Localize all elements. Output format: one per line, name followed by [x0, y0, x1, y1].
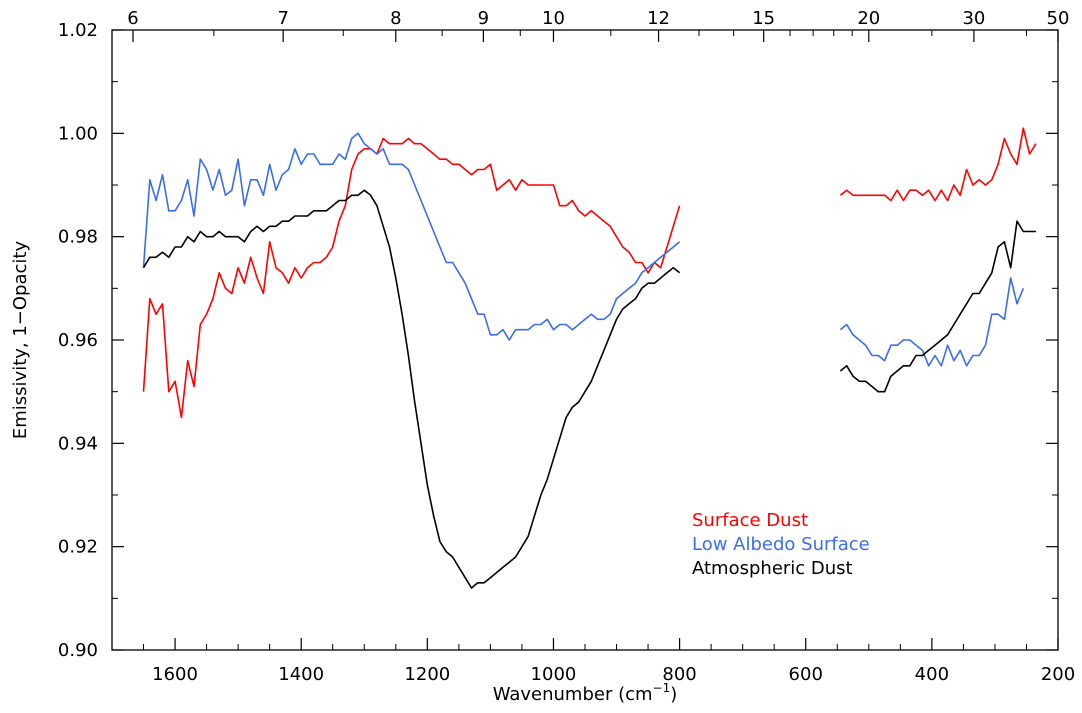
top-tick-label: 50 [1047, 8, 1070, 29]
y-axis-title: Emissivity, 1−Opacity [10, 241, 31, 440]
legend: Surface Dust Low Albedo Surface Atmosphe… [692, 510, 870, 579]
x-axis-title-superscript: −1 [653, 681, 671, 695]
x-tick-label: 800 [662, 664, 696, 685]
top-tick-label: 20 [857, 8, 880, 29]
legend-atmospheric-dust: Atmospheric Dust [692, 558, 853, 579]
legend-low-albedo-surface: Low Albedo Surface [692, 534, 870, 555]
top-tick-label: 10 [542, 8, 565, 29]
x-axis-title-suffix: ) [670, 684, 677, 705]
top-tick-label: 7 [277, 8, 288, 29]
y-tick-label: 0.94 [58, 433, 98, 454]
x-axis-title-main: Wavenumber (cm [493, 684, 653, 705]
series-line-low-albedo-surface-segment-2 [839, 277, 1025, 367]
x-tick-label: 1400 [278, 664, 324, 685]
y-tick-label: 1.00 [58, 123, 98, 144]
x-tick-label: 200 [1041, 664, 1075, 685]
series-line-atmospheric-dust-segment-2 [839, 220, 1036, 393]
x-tick-label: 1200 [404, 664, 450, 685]
legend-surface-dust: Surface Dust [692, 510, 808, 531]
y-tick-label: 1.02 [58, 20, 98, 41]
top-tick-label: 8 [390, 8, 401, 29]
series-layer [142, 127, 1037, 589]
y-tick-label: 0.90 [58, 640, 98, 661]
top-tick-label: 6 [127, 8, 138, 29]
x-tick-label: 600 [789, 664, 823, 685]
top-tick-label: 15 [752, 8, 775, 29]
top-tick-label: 30 [962, 8, 985, 29]
ticks-layer: 0.90 0.92 0.94 0.96 0.98 1.00 1.02 1600 1400 1200… [58, 8, 1075, 685]
x-tick-label: 400 [915, 664, 949, 685]
x-tick-label: 1000 [531, 664, 577, 685]
y-tick-label: 0.92 [58, 537, 98, 558]
series-line-surface-dust-segment-1 [142, 137, 681, 419]
top-tick-label: 12 [647, 8, 670, 29]
y-tick-label: 0.98 [58, 227, 98, 248]
y-tick-label: 0.96 [58, 330, 98, 351]
x-tick-label: 1600 [152, 664, 198, 685]
series-line-low-albedo-surface-segment-1 [142, 132, 681, 341]
plot-frame [111, 29, 1059, 651]
x-axis-title: Wavenumber (cm−1) [493, 681, 678, 705]
top-tick-label: 9 [478, 8, 489, 29]
series-line-atmospheric-dust-segment-1 [142, 189, 681, 589]
series-line-surface-dust-segment-2 [839, 127, 1037, 202]
